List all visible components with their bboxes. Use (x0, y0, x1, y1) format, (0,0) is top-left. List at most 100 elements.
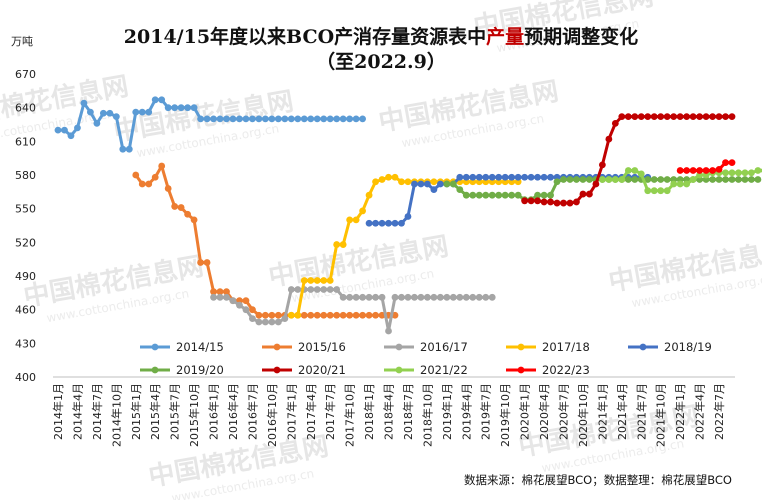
x-tick-label: 2014年4月 (70, 383, 84, 440)
legend-item: 2022/23 (506, 363, 590, 377)
x-tick-label: 2018年1月 (362, 383, 376, 440)
data-point (151, 173, 159, 181)
y-tick-label: 460 (15, 304, 36, 317)
data-point (339, 241, 347, 248)
data-point (119, 145, 127, 153)
data-point (255, 311, 263, 319)
x-tick-label: 2019年7月 (479, 383, 493, 440)
data-point (294, 115, 302, 123)
data-point (313, 311, 321, 319)
data-point (735, 176, 742, 183)
data-point (443, 180, 451, 188)
data-point (190, 216, 198, 224)
data-point (540, 191, 548, 199)
data-point (346, 115, 354, 123)
data-point (158, 162, 166, 170)
x-tick-label: 2021年7月 (634, 383, 648, 440)
data-point (242, 306, 250, 314)
x-tick-label: 2015年4月 (148, 383, 162, 440)
data-point (372, 293, 379, 301)
data-point (728, 176, 736, 183)
legend-item: 2020/21 (262, 363, 346, 377)
data-point (424, 180, 431, 188)
data-point (151, 96, 159, 104)
y-tick-label: 550 (15, 203, 36, 216)
data-point (203, 115, 211, 123)
data-point (547, 173, 554, 181)
data-point (255, 318, 263, 326)
data-point (501, 173, 509, 181)
data-point (398, 219, 405, 227)
x-tick-label: 2022年4月 (693, 383, 707, 440)
data-point (417, 180, 425, 188)
data-point (177, 104, 185, 112)
data-point (385, 327, 392, 335)
x-tick-label: 2018年10月 (420, 383, 434, 447)
data-point (307, 311, 315, 319)
data-point (579, 190, 587, 198)
data-point (132, 108, 140, 116)
data-point (702, 113, 710, 121)
data-point (216, 115, 224, 123)
x-axis-ticks: 2014年1月 2014年4月 2014年7月 2014年10月 2015年1月 2015… (51, 383, 726, 447)
data-point (534, 191, 541, 199)
data-point (482, 173, 490, 181)
legend-item: 2021/22 (384, 363, 468, 377)
data-point (715, 113, 723, 121)
data-point (145, 108, 153, 116)
legend-label: 2018/19 (664, 340, 712, 354)
legend-swatch-marker (273, 366, 281, 374)
data-point (339, 311, 347, 319)
series-2014-15 (54, 96, 366, 153)
data-point (598, 161, 606, 169)
x-tick-label: 2019年10月 (498, 383, 512, 447)
y-tick-label: 400 (15, 371, 36, 384)
data-point (261, 318, 269, 326)
y-tick-label: 640 (15, 102, 36, 115)
data-point (728, 159, 736, 167)
x-tick-label: 2020年7月 (557, 383, 571, 440)
legend-label: 2015/16 (298, 340, 346, 354)
data-point (709, 176, 716, 183)
x-tick-label: 2020年10月 (576, 383, 590, 447)
data-point (313, 115, 321, 123)
x-tick-label: 2020年1月 (518, 383, 532, 440)
data-point (475, 173, 483, 181)
data-point (300, 277, 308, 284)
data-point (333, 115, 341, 123)
data-point (637, 170, 645, 178)
data-point (359, 311, 366, 319)
data-point (436, 293, 444, 301)
data-point (372, 178, 379, 186)
x-tick-label: 2018年7月 (401, 383, 415, 440)
legend-label: 2014/15 (176, 340, 224, 354)
data-point (663, 113, 671, 121)
data-point (676, 167, 684, 174)
data-point (650, 176, 658, 183)
data-point (696, 113, 703, 121)
data-point (689, 176, 697, 183)
legend-swatch-marker (517, 343, 525, 351)
data-point (605, 135, 613, 143)
x-tick-label: 2014年7月 (90, 383, 104, 440)
data-point (359, 115, 366, 123)
data-point (683, 167, 691, 174)
x-tick-label: 2017年7月 (323, 383, 337, 440)
data-point (398, 178, 405, 186)
data-point (404, 293, 412, 301)
data-point (249, 115, 256, 123)
data-point (346, 216, 354, 224)
x-tick-label: 2021年10月 (654, 383, 668, 447)
data-point (560, 199, 567, 207)
series-2022-23 (676, 159, 736, 174)
legend-swatch-marker (151, 366, 159, 374)
legend-label: 2020/21 (298, 363, 346, 377)
data-point (274, 318, 282, 326)
data-point (398, 293, 405, 301)
data-point (430, 293, 438, 301)
legend-swatch-marker (395, 366, 403, 374)
data-point (495, 173, 503, 181)
data-point (670, 180, 678, 188)
x-tick-label: 2017年1月 (284, 383, 298, 440)
